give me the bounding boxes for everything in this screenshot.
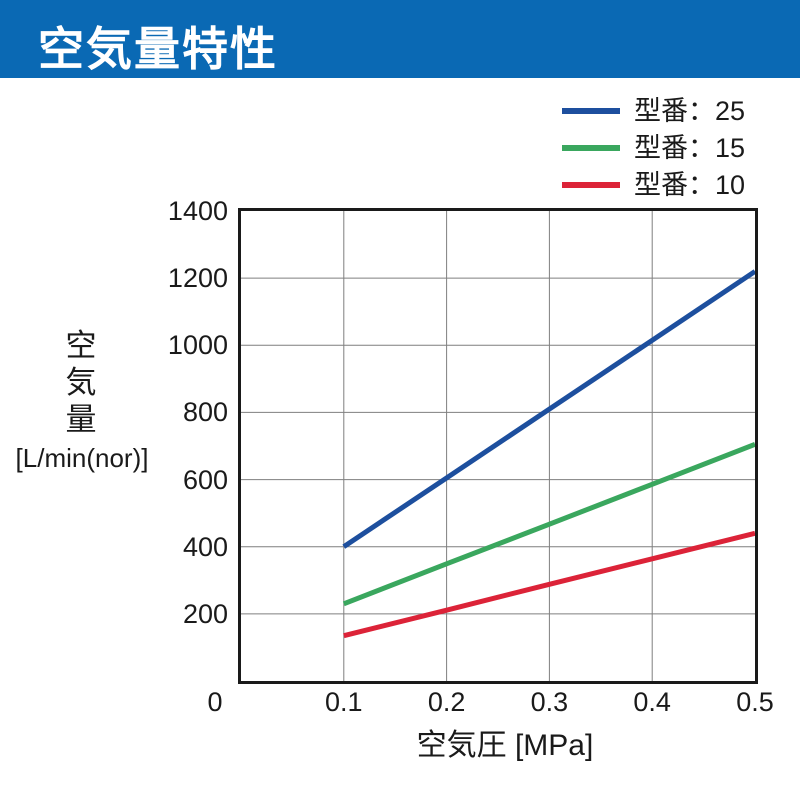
- series-line-型番：15: [342, 441, 755, 607]
- legend-line-swatch-red: [561, 181, 620, 188]
- y-tick-label: 200: [182, 598, 228, 629]
- legend-line-swatch-blue: [561, 107, 620, 114]
- legend-line-swatch-green: [561, 144, 620, 151]
- legend-label: 型番：10: [633, 169, 745, 200]
- y-tick-label: 400: [182, 531, 228, 562]
- x-tick-label: 0.1: [325, 687, 363, 717]
- legend-item-10: 型番：10: [561, 166, 745, 203]
- header-bar: 空気量特性: [0, 0, 800, 78]
- y-tick-label: 1200: [167, 263, 228, 294]
- page-title: 空気量特性: [38, 23, 278, 75]
- plot-area: [238, 208, 758, 684]
- legend-item-25: 型番：25: [561, 92, 745, 129]
- x-tick-label: 0.3: [530, 687, 569, 717]
- y-axis-unit-label: [L/min(nor)]: [15, 443, 149, 473]
- series-line-型番：10: [343, 530, 755, 639]
- x-tick-label: 0.5: [736, 687, 774, 717]
- chart-legend: 型番：25 型番：15 型番：10: [561, 92, 745, 203]
- x-tick-label: 0.4: [633, 687, 671, 717]
- y-axis-title: 空気量: [65, 328, 97, 437]
- plot-canvas: [241, 211, 755, 681]
- legend-label: 型番：15: [633, 132, 745, 163]
- x-tick-label: 0.2: [427, 687, 466, 717]
- y-tick-label: 1400: [167, 196, 228, 226]
- origin-tick-label: 0: [207, 687, 223, 717]
- legend-item-15: 型番：15: [561, 129, 745, 166]
- legend-label: 型番：25: [633, 95, 745, 126]
- y-tick-label: 1000: [167, 330, 228, 361]
- series-line-型番：25: [342, 269, 755, 549]
- y-tick-label: 800: [182, 397, 228, 428]
- x-axis-title: 空気圧 [MPa]: [416, 729, 594, 762]
- y-tick-label: 600: [182, 464, 228, 495]
